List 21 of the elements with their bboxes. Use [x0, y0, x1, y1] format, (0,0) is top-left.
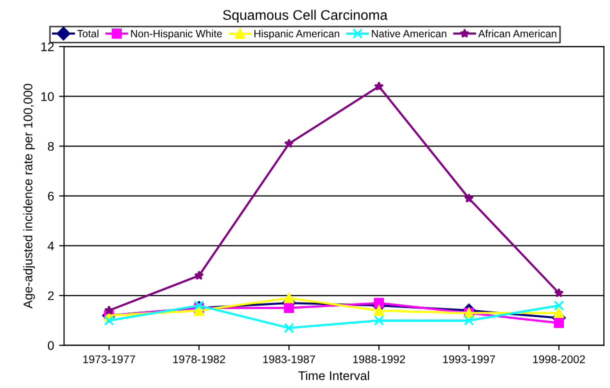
- x-tick-label: 1973-1977: [83, 355, 136, 364]
- y-tick-label: 2: [48, 291, 54, 300]
- x-tick-label: 1998-2002: [533, 355, 585, 364]
- y-tick-label: 12: [41, 42, 54, 52]
- x-tick-label: 1978-1982: [173, 355, 226, 364]
- y-tick-label: 6: [48, 192, 54, 201]
- x-tick-label: 1988-1992: [353, 355, 405, 364]
- x-axis-title: Time Interval: [298, 370, 370, 380]
- legend-label: African American: [478, 30, 556, 38]
- y-tick-label: 8: [48, 142, 54, 151]
- y-tick-label: 0: [48, 341, 54, 350]
- legend-label: Total: [77, 30, 98, 38]
- y-tick-label: 10: [41, 92, 54, 102]
- y-tick-label: 4: [48, 242, 54, 250]
- legend-label: Hispanic American: [254, 30, 340, 40]
- x-tick-label: 1983-1987: [263, 355, 315, 364]
- chart-title: Squamous Cell Carcinoma: [223, 10, 388, 23]
- legend-label: Native American: [372, 30, 446, 38]
- x-tick-label: 1993-1997: [443, 355, 495, 364]
- legend-label: Non-Hispanic White: [131, 30, 222, 40]
- y-axis-title: Age-adjusted incidence rate per 100,000: [23, 84, 35, 308]
